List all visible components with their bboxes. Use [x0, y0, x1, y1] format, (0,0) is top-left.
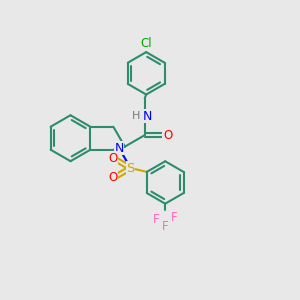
Text: F: F — [162, 220, 169, 233]
Text: F: F — [171, 211, 177, 224]
Text: F: F — [153, 213, 160, 226]
Text: Cl: Cl — [140, 38, 152, 50]
Text: N: N — [142, 110, 152, 122]
Text: O: O — [108, 152, 118, 165]
Text: S: S — [126, 162, 135, 175]
Text: N: N — [114, 142, 124, 155]
Text: H: H — [132, 111, 141, 121]
Text: O: O — [108, 171, 118, 184]
Text: O: O — [163, 129, 172, 142]
